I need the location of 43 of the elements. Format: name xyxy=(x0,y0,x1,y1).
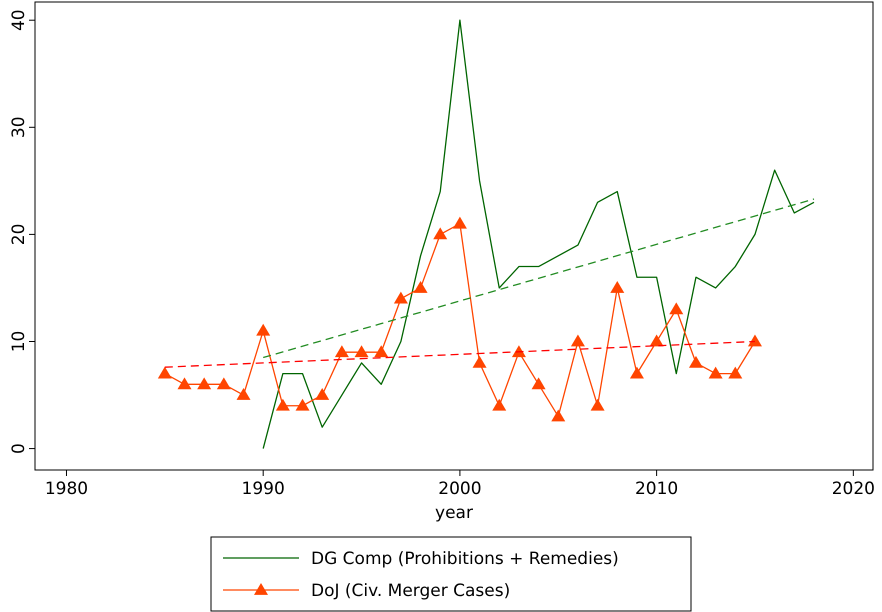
y-tick-label: 30 xyxy=(9,116,29,138)
point xyxy=(334,345,349,358)
point xyxy=(158,366,172,379)
point xyxy=(570,334,585,346)
point xyxy=(354,345,369,358)
y-tick-label: 40 xyxy=(9,9,29,32)
point xyxy=(256,324,270,336)
point xyxy=(532,377,546,390)
point xyxy=(708,366,723,379)
point xyxy=(452,216,467,229)
line-series xyxy=(262,20,815,450)
x-axis-title: year xyxy=(435,503,473,523)
point xyxy=(276,398,290,411)
point xyxy=(414,280,428,293)
point xyxy=(551,409,566,422)
x-tick-label: 2000 xyxy=(438,479,482,499)
point xyxy=(315,388,330,400)
point xyxy=(236,388,251,400)
point xyxy=(472,356,487,368)
x-tick-label: 1990 xyxy=(242,479,285,499)
point xyxy=(433,227,448,240)
point xyxy=(630,366,644,379)
legend-label: DG Comp (Prohibitions + Remedies) xyxy=(311,549,619,569)
y-tick-label: 10 xyxy=(9,330,29,352)
x-tick-label: 2020 xyxy=(832,479,875,499)
x-tick-label: 2010 xyxy=(634,479,678,499)
point xyxy=(216,377,231,390)
point xyxy=(374,345,388,358)
y-tick-label: 0 xyxy=(9,443,29,454)
point xyxy=(590,398,605,411)
point xyxy=(688,356,703,368)
y-tick-label: 20 xyxy=(9,224,29,246)
legend-label: DoJ (Civ. Merger Cases) xyxy=(311,581,510,601)
point xyxy=(394,292,408,304)
point xyxy=(296,398,310,411)
point xyxy=(492,398,506,411)
x-tick-label: 1980 xyxy=(44,479,88,499)
point xyxy=(197,377,212,390)
point xyxy=(728,366,742,379)
point xyxy=(610,280,624,293)
point xyxy=(669,302,684,314)
point xyxy=(748,334,762,346)
point xyxy=(178,377,192,390)
